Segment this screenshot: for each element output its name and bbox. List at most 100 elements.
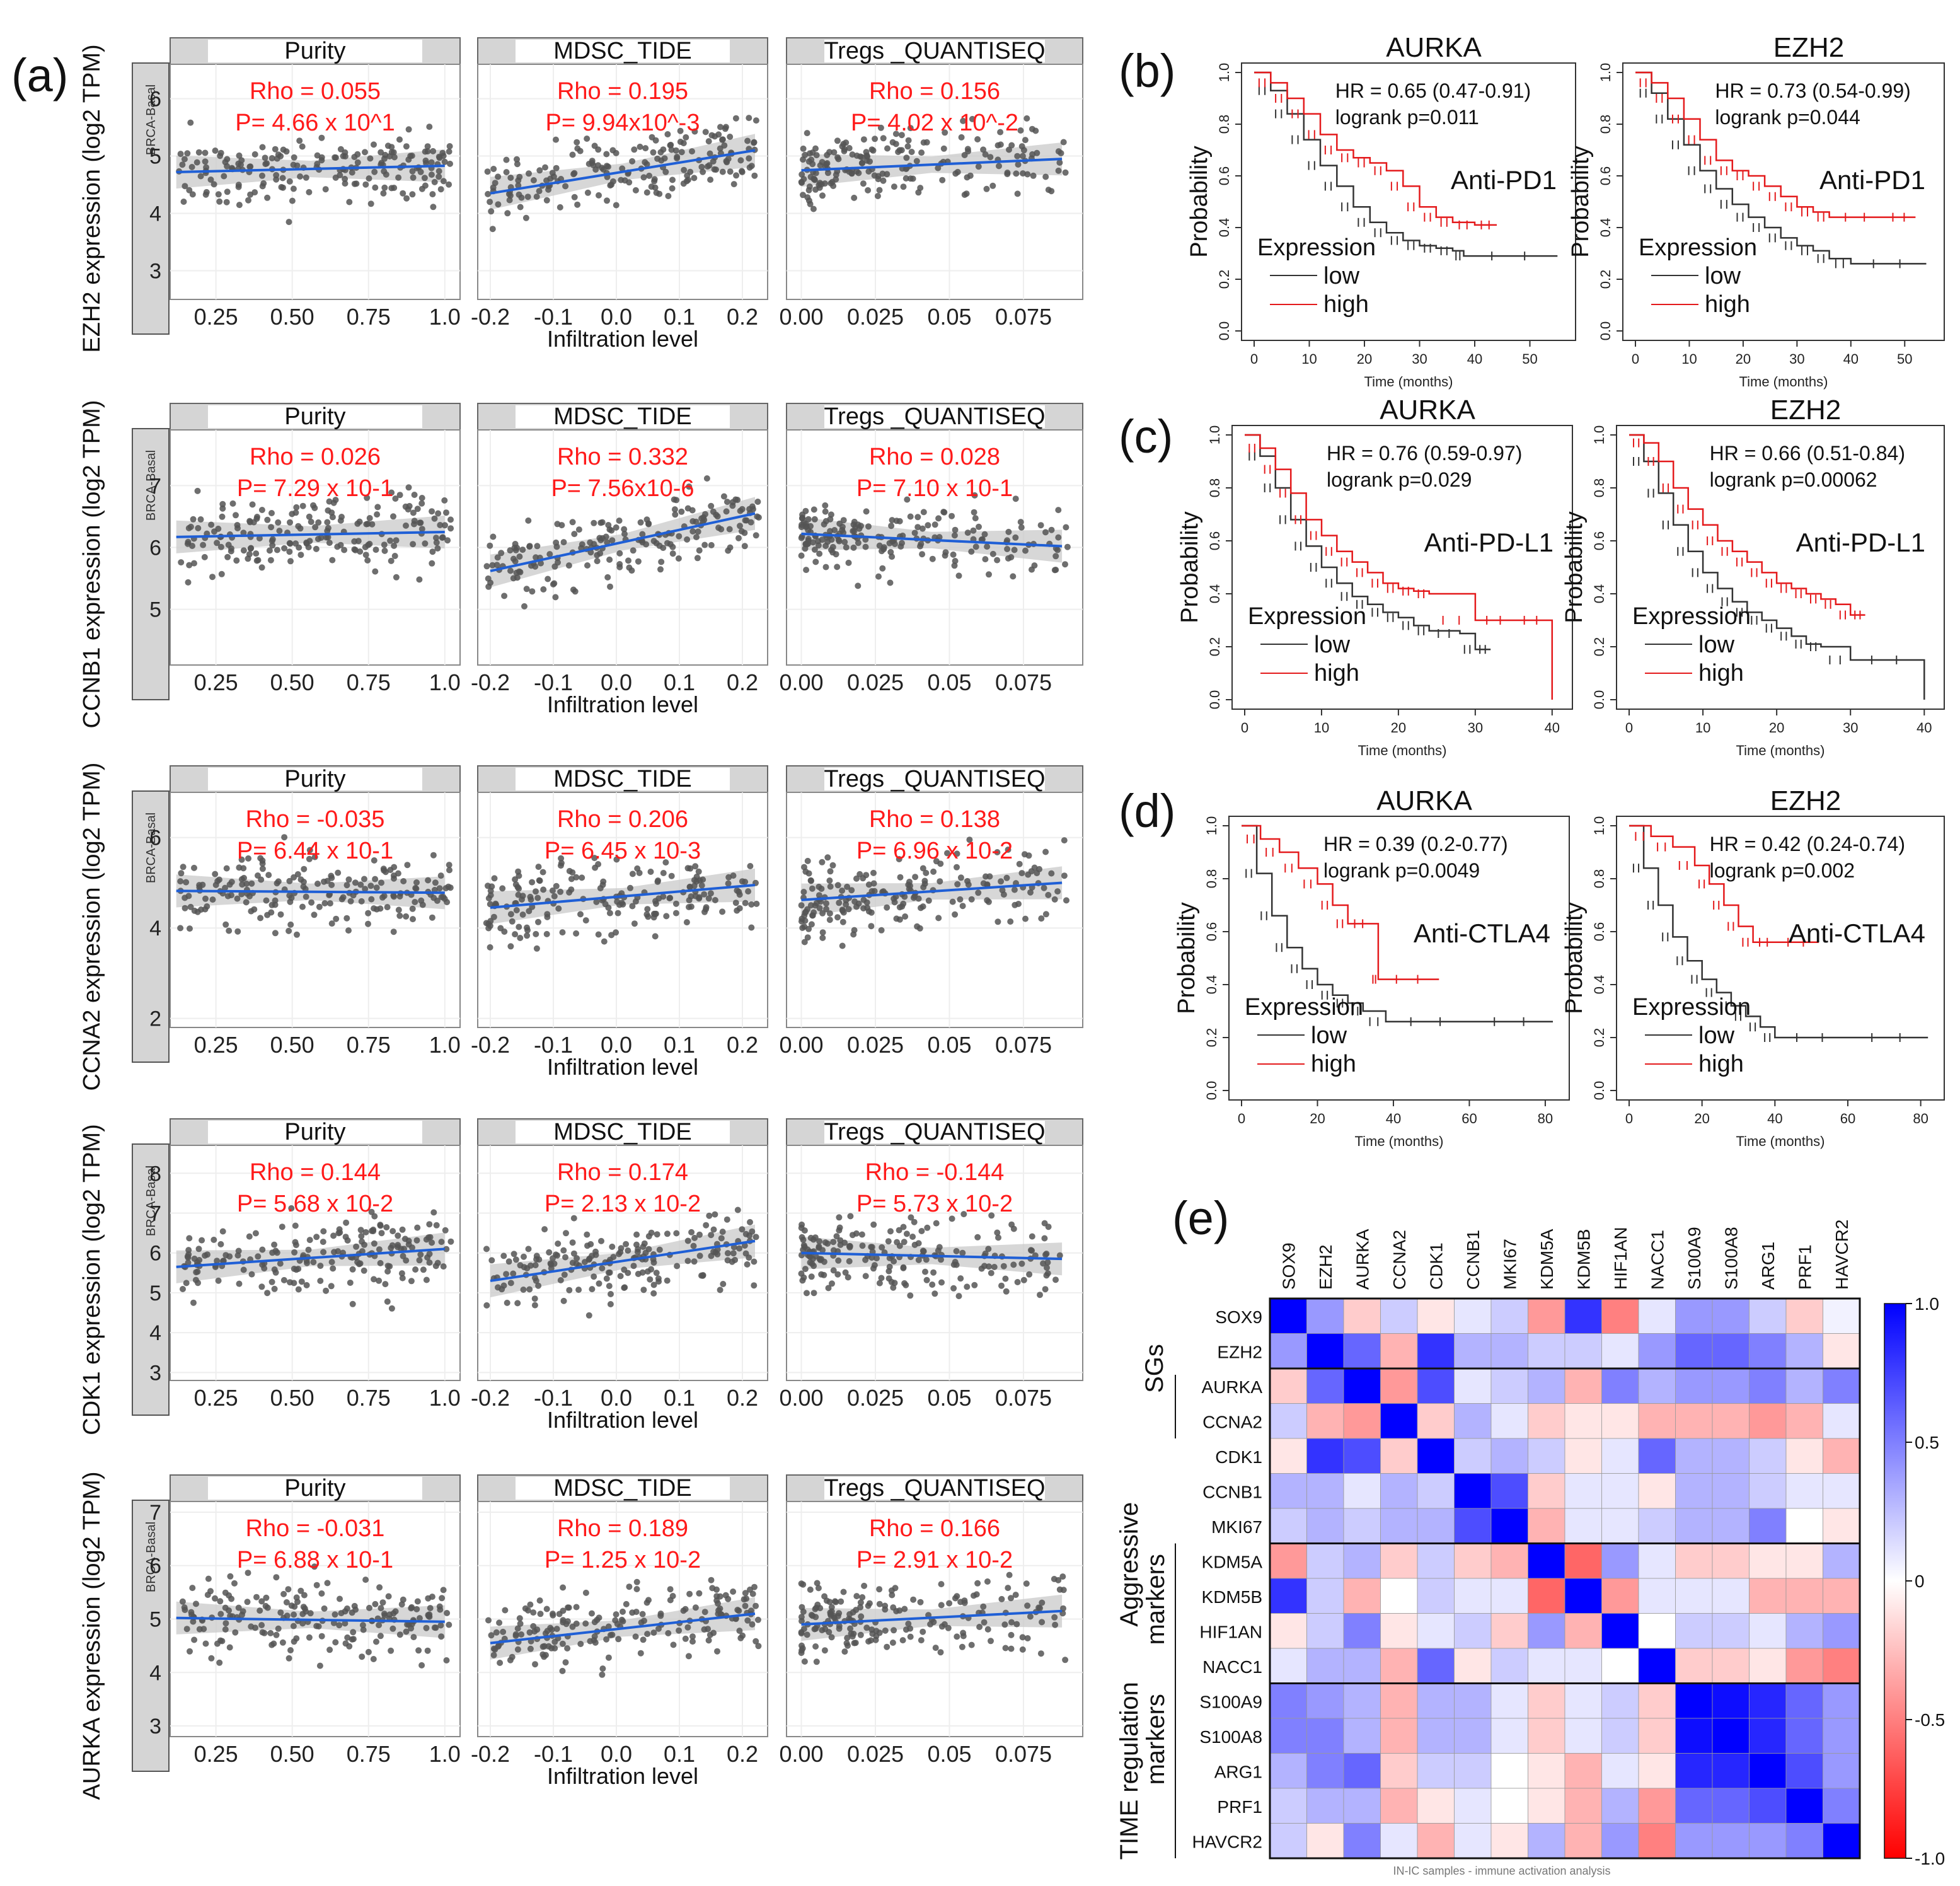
heatmap-cell — [1306, 1333, 1344, 1369]
heatmap-cell — [1528, 1368, 1565, 1404]
data-point — [1051, 1614, 1058, 1621]
data-point — [501, 929, 508, 935]
data-point — [742, 1590, 749, 1597]
heatmap-cell — [1306, 1543, 1344, 1579]
data-point — [726, 526, 733, 533]
data-point — [200, 541, 207, 548]
data-point — [400, 878, 407, 884]
data-point — [635, 1246, 642, 1253]
heatmap-cell — [1638, 1368, 1676, 1404]
data-point — [264, 194, 271, 201]
data-point — [426, 1259, 433, 1266]
data-point — [422, 540, 429, 547]
data-point — [236, 1280, 243, 1287]
data-point — [391, 185, 398, 191]
data-point — [325, 507, 331, 514]
data-point — [925, 897, 932, 904]
heatmap-cell — [1454, 1578, 1492, 1614]
data-point — [1005, 847, 1012, 853]
data-point — [183, 1280, 190, 1287]
data-point — [999, 887, 1006, 894]
heatmap-cell — [1380, 1788, 1418, 1824]
data-point — [900, 183, 907, 190]
data-point — [225, 541, 232, 548]
data-point — [902, 1281, 909, 1288]
heatmap-cell — [1306, 1403, 1344, 1439]
data-point — [303, 1608, 309, 1615]
scatter-row-aurka: AURKA expression (log2 TPM) BRCA-BasalPur… — [79, 1472, 1083, 1800]
data-point — [963, 190, 970, 197]
data-point — [940, 145, 947, 152]
data-point — [678, 149, 685, 156]
data-point — [839, 888, 846, 894]
data-point — [208, 521, 215, 528]
data-point — [372, 1600, 379, 1607]
data-point — [914, 514, 921, 521]
data-point — [574, 201, 581, 208]
data-point — [736, 891, 743, 898]
data-point — [717, 1611, 724, 1617]
data-point — [953, 1247, 960, 1254]
data-point — [289, 197, 296, 204]
data-point — [655, 1278, 662, 1285]
data-point — [617, 1249, 624, 1256]
censor-marks-high — [1639, 78, 1905, 222]
heatmap-row-label: KDM5A — [1202, 1552, 1263, 1571]
panel-label-d: (d) — [1119, 785, 1175, 837]
data-point — [705, 895, 712, 902]
censor-marks-low — [1632, 864, 1901, 1042]
data-point — [324, 1580, 331, 1587]
data-point — [865, 908, 872, 915]
data-point — [569, 519, 576, 526]
data-point — [677, 127, 684, 134]
data-point — [606, 1269, 613, 1276]
data-point — [703, 906, 709, 913]
data-point — [321, 1605, 328, 1612]
data-point — [597, 550, 604, 557]
data-point — [563, 1621, 570, 1628]
data-point — [424, 1647, 431, 1654]
data-point — [1018, 524, 1025, 531]
data-point — [342, 180, 349, 187]
data-point — [234, 522, 241, 528]
heatmap-cell — [1528, 1683, 1565, 1719]
x-tick-label: 0.0 — [601, 669, 632, 695]
data-point — [938, 1256, 944, 1263]
data-point — [503, 156, 510, 163]
heatmap-cell — [1417, 1753, 1455, 1789]
data-point — [584, 562, 591, 569]
data-point — [447, 160, 453, 167]
data-point — [271, 1285, 278, 1292]
data-point — [599, 1671, 606, 1678]
data-point — [346, 199, 353, 205]
data-point — [530, 1623, 537, 1629]
heatmap-col-label: ARG1 — [1758, 1242, 1778, 1290]
data-point — [694, 555, 701, 562]
hr-annotation: HR = 0.73 (0.54-0.99) — [1715, 79, 1910, 102]
data-point — [556, 204, 563, 211]
data-point — [359, 1622, 366, 1629]
x-tick-label: 50 — [1522, 351, 1537, 367]
data-point — [202, 895, 209, 902]
data-point — [1008, 1645, 1015, 1652]
data-point — [197, 516, 204, 523]
data-point — [560, 539, 567, 546]
data-point — [513, 907, 520, 913]
legend-item-low: low — [1698, 632, 1735, 658]
data-point — [1064, 543, 1071, 550]
data-point — [364, 557, 371, 564]
data-point — [837, 1241, 844, 1248]
data-point — [193, 1269, 200, 1276]
group-label-time: TIME regulation — [1115, 1682, 1143, 1860]
data-point — [180, 864, 187, 871]
data-point — [562, 1659, 569, 1666]
data-point — [891, 183, 897, 190]
data-point — [413, 1237, 420, 1244]
data-point — [637, 519, 644, 526]
data-point — [549, 887, 556, 894]
data-point — [403, 913, 410, 920]
data-point — [562, 1254, 568, 1261]
data-point — [741, 543, 748, 550]
